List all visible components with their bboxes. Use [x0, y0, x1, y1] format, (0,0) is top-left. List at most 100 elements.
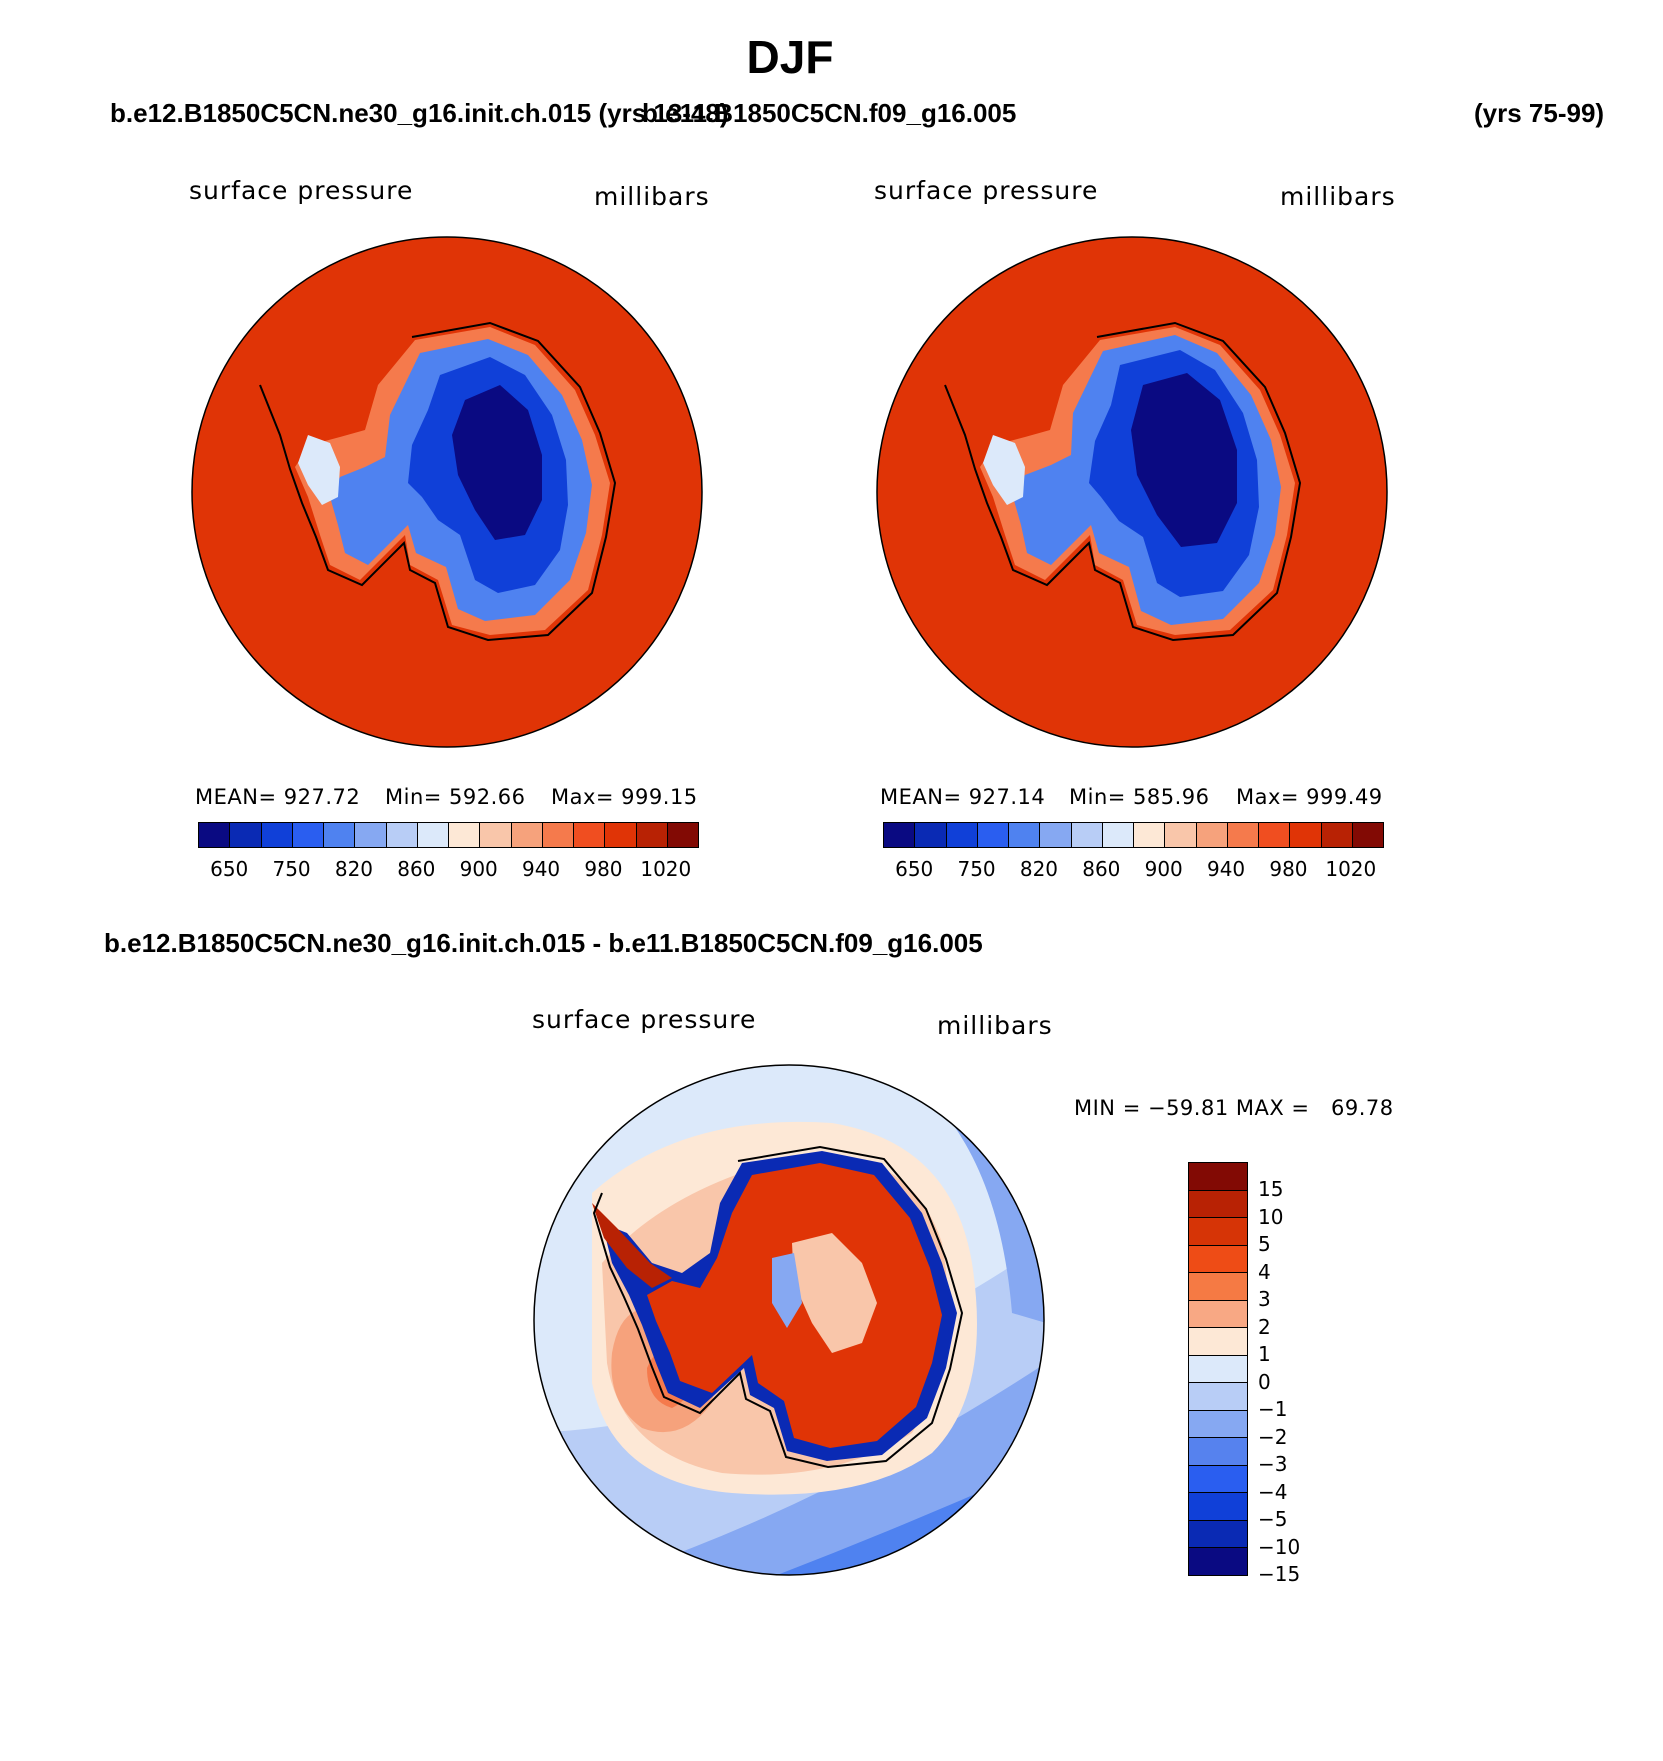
left-min-stat: Min= 592.66: [385, 785, 526, 809]
colorbar-swatch: [324, 823, 356, 847]
diff-variable-label: surface pressure: [532, 1005, 757, 1034]
left-polar-map: [191, 236, 703, 748]
colorbar-tick-label: 820: [334, 857, 374, 881]
ice-blue-streak: [772, 1253, 802, 1328]
colorbar-swatch: [915, 823, 947, 847]
colorbar-swatch: [230, 823, 262, 847]
colorbar-swatch: [480, 823, 512, 847]
colorbar-tick-label: 10: [1258, 1204, 1284, 1229]
colorbar-tick-label: 5: [1258, 1232, 1271, 1257]
colorbar-tick-label: 1020: [640, 857, 692, 881]
colorbar-swatch: [1227, 823, 1259, 847]
right-variable-label: surface pressure: [874, 176, 1099, 205]
colorbar-tick-label: 15: [1258, 1177, 1284, 1202]
colorbar-tick-label: 3: [1258, 1287, 1271, 1312]
right-colorbar: [883, 822, 1384, 848]
right-mean-stat: MEAN= 927.14: [880, 785, 1046, 809]
colorbar-tick-label: 980: [584, 857, 623, 881]
colorbar-tick-label: 860: [397, 857, 436, 881]
colorbar-tick-label: −10: [1258, 1534, 1301, 1559]
colorbar-swatch: [977, 823, 1009, 847]
colorbar-swatch: [574, 823, 606, 847]
case1-title: b.e12.B1850C5CN.ne30_g16.init.ch.015 (yr…: [110, 98, 729, 128]
diff-colorbar: [1188, 1162, 1248, 1576]
neg-band-4: [952, 1103, 1044, 1323]
colorbar-swatch: [1189, 1190, 1247, 1219]
left-mean-stat: MEAN= 927.72: [195, 785, 361, 809]
colorbar-swatch: [199, 823, 231, 847]
colorbar-swatch: [1102, 823, 1134, 847]
ice-core: [1131, 373, 1237, 547]
colorbar-swatch: [1040, 823, 1072, 847]
colorbar-swatch: [1189, 1355, 1247, 1384]
ice-light-patches: [792, 1233, 877, 1353]
colorbar-tick-label: 900: [459, 857, 498, 881]
colorbar-swatch: [449, 823, 481, 847]
right-min-stat: Min= 585.96: [1069, 785, 1210, 809]
right-max-stat: Max= 999.49: [1236, 785, 1383, 809]
colorbar-swatch: [1352, 823, 1383, 847]
colorbar-tick-label: −4: [1258, 1479, 1288, 1504]
diff-minmax-stat: MIN = −59.81 MAX = 69.78: [1074, 1096, 1394, 1120]
colorbar-swatch: [884, 823, 916, 847]
colorbar-swatch: [1189, 1163, 1247, 1191]
colorbar-tick-label: 0: [1258, 1369, 1271, 1394]
diff-polar-map: [533, 1064, 1045, 1576]
colorbar-swatch: [511, 823, 543, 847]
colorbar-swatch: [1189, 1328, 1247, 1356]
colorbar-swatch: [1071, 823, 1103, 847]
figure-title: DJF: [746, 31, 834, 83]
colorbar-swatch: [292, 823, 324, 847]
diff-colorbar-ticks: 15 10 5 4 3 2 1 0 −1 −2 −3 −4 −5 −10 −15: [1258, 1162, 1338, 1586]
colorbar-tick-label: 650: [210, 857, 249, 881]
coastline: [259, 321, 617, 642]
colorbar-swatch: [1189, 1520, 1247, 1549]
coastline: [592, 1145, 964, 1469]
colorbar-swatch: [636, 823, 668, 847]
colorbar-swatch: [667, 823, 698, 847]
colorbar-tick-label: 1: [1258, 1342, 1271, 1367]
right-units-label: millibars: [1280, 182, 1396, 211]
colorbar-swatch: [261, 823, 293, 847]
colorbar-tick-label: 940: [1206, 857, 1246, 881]
colorbar-tick-label: 900: [1144, 857, 1183, 881]
colorbar-swatch: [1321, 823, 1353, 847]
peninsula: [983, 435, 1025, 505]
colorbar-tick-label: −2: [1258, 1424, 1288, 1449]
colorbar-swatch: [1189, 1218, 1247, 1246]
left-variable-label: surface pressure: [189, 176, 414, 205]
colorbar-tick-label: 4: [1258, 1259, 1271, 1284]
colorbar-swatch: [1189, 1383, 1247, 1411]
colorbar-swatch: [946, 823, 978, 847]
colorbar-tick-label: 2: [1258, 1314, 1271, 1339]
colorbar-swatch: [1189, 1245, 1247, 1274]
colorbar-swatch: [1196, 823, 1228, 847]
right-polar-map: [876, 236, 1388, 748]
colorbar-swatch: [1189, 1548, 1247, 1575]
diff-title: b.e12.B1850C5CN.ne30_g16.init.ch.015 - b…: [104, 928, 983, 958]
colorbar-swatch: [1189, 1273, 1247, 1301]
colorbar-swatch: [1290, 823, 1322, 847]
peninsula: [298, 435, 340, 505]
colorbar-swatch: [1189, 1300, 1247, 1329]
colorbar-tick-label: 940: [521, 857, 561, 881]
colorbar-tick-label: 860: [1082, 857, 1121, 881]
peninsula-pos: [592, 1203, 672, 1288]
colorbar-swatch: [542, 823, 574, 847]
colorbar-swatch: [1189, 1438, 1247, 1466]
colorbar-swatch: [1189, 1465, 1247, 1494]
left-colorbar: [198, 822, 699, 848]
colorbar-tick-label: −5: [1258, 1507, 1288, 1532]
ice-core: [452, 385, 542, 540]
colorbar-swatch: [1189, 1493, 1247, 1521]
colorbar-tick-label: 750: [957, 857, 996, 881]
colorbar-swatch: [355, 823, 387, 847]
colorbar-swatch: [1189, 1410, 1247, 1439]
colorbar-tick-label: 650: [895, 857, 934, 881]
colorbar-tick-label: −15: [1258, 1562, 1301, 1586]
left-max-stat: Max= 999.15: [551, 785, 698, 809]
colorbar-tick-label: 820: [1019, 857, 1059, 881]
right-colorbar-ticks: 650 750 820 860 900 940 980 1020: [883, 857, 1382, 883]
colorbar-swatch: [1009, 823, 1041, 847]
left-colorbar-ticks: 650 750 820 860 900 940 980 1020: [198, 857, 697, 883]
